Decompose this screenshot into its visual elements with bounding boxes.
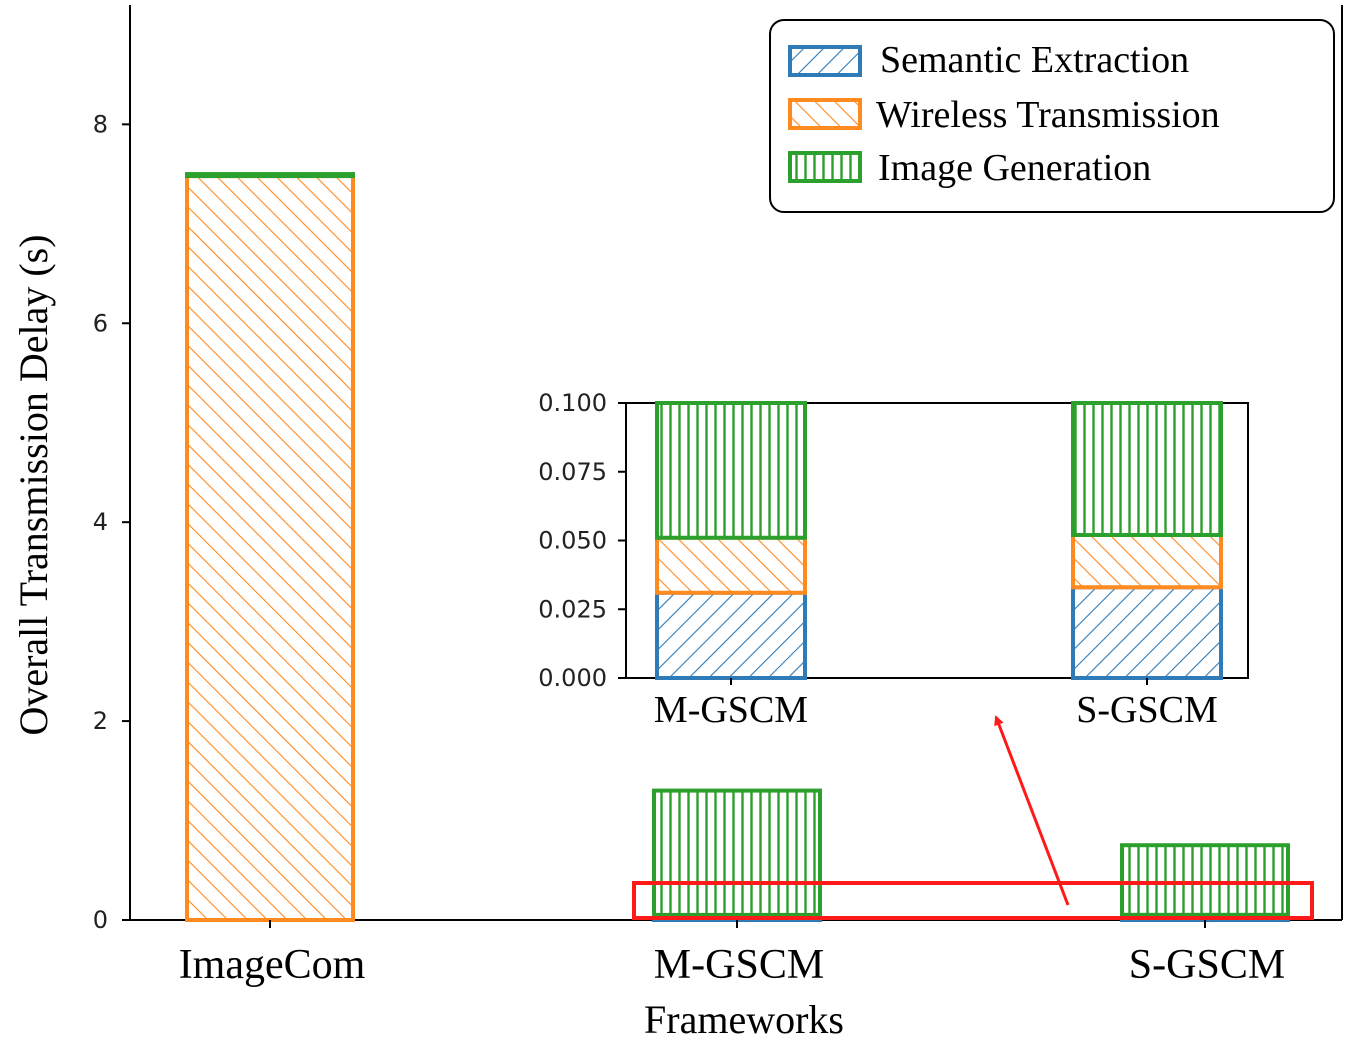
bar-m-gscm-generation bbox=[652, 788, 822, 917]
x-label-s-gscm: S-GSCM bbox=[1129, 942, 1285, 988]
zoom-arrow bbox=[994, 715, 1070, 906]
legend-swatch-wireless bbox=[788, 98, 862, 130]
inset-y-tick-label: 0.075 bbox=[538, 458, 607, 486]
x-label-m-gscm: M-GSCM bbox=[654, 942, 824, 988]
legend-item-generation: Image Generation bbox=[788, 147, 1151, 189]
inset-bar-s-gscm-semantic bbox=[1071, 585, 1223, 680]
inset-bar-m-gscm-wireless bbox=[655, 535, 807, 595]
highlight-box bbox=[632, 881, 1314, 920]
legend-item-semantic: Semantic Extraction bbox=[788, 39, 1189, 81]
bar-imagecom-wireless bbox=[185, 174, 355, 922]
inset-bar-s-gscm-wireless bbox=[1071, 533, 1223, 590]
legend-label-wireless: Wireless Transmission bbox=[876, 94, 1220, 136]
main-y-tick-label: 0 bbox=[93, 906, 108, 934]
inset-y-tick-label: 0.025 bbox=[538, 595, 607, 623]
inset-chart: 0.000 0.025 0.050 0.075 0.100 M-GSCM S-GSCM bbox=[538, 389, 1249, 731]
legend-swatch-semantic bbox=[788, 45, 862, 77]
y-axis-title: Overall Transmission Delay (s) bbox=[11, 234, 56, 735]
legend-label-semantic: Semantic Extraction bbox=[880, 39, 1189, 81]
bar-imagecom-generation bbox=[185, 172, 355, 179]
inset-y-tick-label: 0.050 bbox=[538, 527, 607, 555]
inset-x-label-s-gscm: S-GSCM bbox=[1076, 689, 1218, 731]
main-y-tick-label: 4 bbox=[93, 508, 108, 536]
legend-label-generation: Image Generation bbox=[878, 147, 1151, 189]
main-x-labels: ImageCom M-GSCM S-GSCM bbox=[179, 920, 1285, 988]
bar-s-gscm-generation bbox=[1120, 843, 1290, 917]
legend-item-wireless: Wireless Transmission bbox=[788, 94, 1220, 136]
main-y-tick-label: 8 bbox=[93, 110, 108, 138]
x-axis-title: Frameworks bbox=[644, 997, 844, 1042]
x-label-imagecom: ImageCom bbox=[179, 942, 366, 988]
main-y-tick-label: 2 bbox=[93, 707, 108, 735]
legend-swatch-generation bbox=[788, 151, 862, 183]
inset-bar-m-gscm-generation bbox=[655, 401, 807, 540]
main-y-ticks: 0 2 4 6 8 bbox=[93, 110, 130, 934]
inset-x-label-m-gscm: M-GSCM bbox=[654, 689, 808, 731]
inset-y-tick-label: 0.100 bbox=[538, 389, 607, 417]
inset-bar-m-gscm-semantic bbox=[655, 590, 807, 680]
legend-frame bbox=[769, 19, 1335, 213]
legend: Semantic Extraction Wireless Transmissio… bbox=[769, 19, 1335, 213]
main-y-tick-label: 6 bbox=[93, 309, 108, 337]
inset-bar-s-gscm-generation bbox=[1071, 401, 1223, 537]
inset-y-tick-label: 0.000 bbox=[538, 664, 607, 692]
inset-bars bbox=[655, 401, 1223, 680]
inset-y-ticks: 0.000 0.025 0.050 0.075 0.100 bbox=[538, 389, 626, 692]
inset-x-labels: M-GSCM S-GSCM bbox=[654, 678, 1218, 731]
